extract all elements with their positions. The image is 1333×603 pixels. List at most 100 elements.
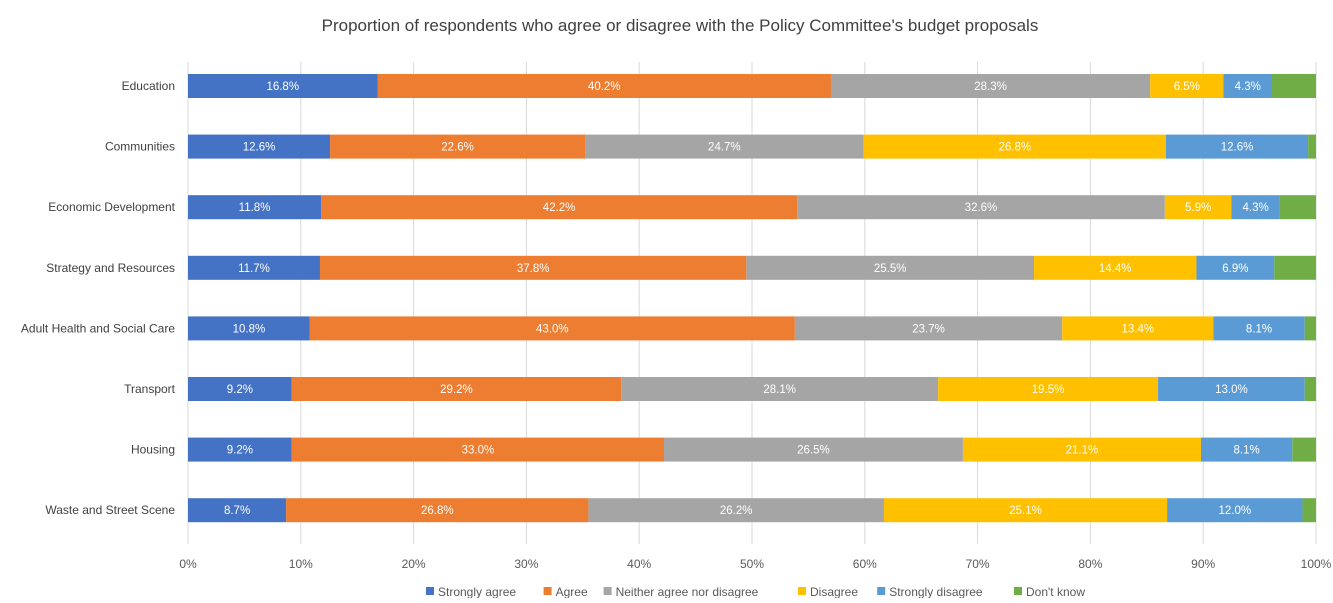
data-label: 13.0% (1215, 384, 1248, 396)
x-axis-ticks: 0% 10% 20% 30% 40% 50% 60% 70% 80% 90% 100% (179, 557, 1331, 571)
bar-segment-agree (377, 74, 831, 98)
bar-segment-strongly-agree (188, 195, 322, 220)
x-tick-label: 90% (1191, 557, 1215, 571)
data-label: 8.1% (1234, 445, 1260, 457)
data-label: 25.1% (1009, 505, 1042, 517)
data-label: 28.3% (974, 81, 1007, 93)
x-tick-label: 30% (514, 557, 538, 571)
legend: Strongly agree Agree Neither agree nor dis… (426, 585, 1085, 599)
category-label-education: Education (122, 79, 175, 93)
category-labels: Education Communities Economic Development… (21, 79, 176, 517)
category-label-waste-and-street-scene: Waste and Street Scene (45, 503, 175, 517)
category-label-transport: Transport (124, 382, 176, 396)
data-label: 10.8% (233, 323, 266, 335)
bar-segment-agree (291, 437, 665, 462)
bar-segment-disagree (962, 437, 1201, 462)
bar-segment-disagree (863, 134, 1166, 159)
bar-segment-disagree (1034, 255, 1197, 280)
data-label: 42.2% (543, 202, 576, 214)
bar-segment-strongly-agree (188, 134, 331, 159)
data-label: 6.5% (1174, 81, 1200, 93)
bar-segment-strongly-agree (188, 377, 292, 401)
x-tick-label: 60% (853, 557, 877, 571)
bar-segment-disagree (938, 377, 1159, 401)
bar-segment-strongly-agree (188, 437, 292, 462)
bar-segment-don-t-know (1302, 498, 1316, 523)
bar-segment-strongly-disagree (1200, 437, 1293, 462)
data-label: 28.1% (763, 384, 796, 396)
legend-swatch-strongly-agree (426, 587, 434, 595)
legend-swatch-disagree (798, 587, 806, 595)
x-tick-label: 100% (1301, 557, 1332, 571)
bar-segment-neither-agree-nor-disagree (588, 498, 884, 523)
bar-segment-strongly-agree (188, 255, 320, 280)
data-label: 24.7% (708, 142, 741, 154)
bar-segment-strongly-agree (188, 74, 378, 98)
legend-swatch-neither-agree-nor-disagree (603, 587, 612, 595)
x-tick-label: 40% (627, 557, 651, 571)
bar-segment-strongly-disagree (1223, 74, 1273, 98)
data-label: 29.2% (440, 384, 473, 396)
data-label: 26.5% (797, 445, 830, 457)
legend-label-don-t-know: Don't know (1026, 585, 1085, 598)
data-label: 40.2% (588, 81, 621, 93)
bar-segment-neither-agree-nor-disagree (664, 437, 963, 462)
x-tick-label: 10% (289, 557, 313, 571)
bar-segment-strongly-disagree (1213, 316, 1305, 341)
bar-segment-neither-agree-nor-disagree (621, 377, 939, 401)
bar-segment-strongly-disagree (1165, 134, 1309, 159)
bar-segment-strongly-agree (188, 498, 287, 523)
x-tick-label: 20% (402, 557, 426, 571)
data-label: 26.8% (999, 142, 1032, 154)
data-label: 9.2% (227, 445, 253, 457)
category-label-adult-health-and-social-care: Adult Health and Social Care (21, 321, 175, 335)
bar-segment-agree (330, 134, 586, 159)
data-label: 19.5% (1032, 384, 1065, 396)
bar-segment-agree (291, 377, 622, 401)
bars: 16.8% 40.2% 28.3% 6.5% 4.3% 12.6% 22.6% 24.7% 26… (188, 74, 1316, 523)
data-label: 6.9% (1222, 263, 1248, 275)
bar-segment-disagree (1062, 316, 1214, 341)
data-label: 37.8% (517, 263, 550, 275)
bar-segment-strongly-disagree (1158, 377, 1305, 401)
bar-segment-strongly-disagree (1196, 255, 1275, 280)
bar-segment-disagree (1164, 195, 1232, 220)
category-label-strategy-and-resources: Strategy and Resources (46, 261, 175, 275)
bar-segment-disagree (1150, 74, 1224, 98)
x-tick-label: 70% (966, 557, 990, 571)
data-label: 12.6% (1221, 142, 1254, 154)
legend-label-strongly-disagree: Strongly disagree (889, 585, 983, 598)
bar-segment-don-t-know (1292, 437, 1316, 462)
data-label: 32.6% (965, 202, 998, 214)
bar-segment-don-t-know (1308, 134, 1316, 159)
bar-segment-don-t-know (1274, 255, 1316, 280)
legend-label-disagree: Disagree (810, 585, 858, 598)
bar-segment-don-t-know (1279, 195, 1316, 220)
data-label: 22.6% (441, 142, 474, 154)
bar-segment-neither-agree-nor-disagree (797, 195, 1165, 220)
legend-label-agree: Agree (556, 585, 588, 598)
legend-swatch-don-t-know (1014, 587, 1022, 595)
data-label: 9.2% (227, 384, 253, 396)
bar-segment-agree (319, 255, 747, 280)
chart-title: Proportion of respondents who agree or d… (322, 16, 1039, 35)
data-label: 8.1% (1246, 323, 1272, 335)
data-label: 26.2% (720, 505, 753, 517)
bar-segment-strongly-disagree (1167, 498, 1303, 523)
legend-swatch-agree (543, 587, 552, 595)
data-label: 8.7% (224, 505, 250, 517)
x-tick-label: 0% (179, 557, 197, 571)
bar-segment-neither-agree-nor-disagree (746, 255, 1034, 280)
category-label-economic-development: Economic Development (48, 200, 175, 214)
bar-segment-disagree (883, 498, 1168, 523)
data-label: 16.8% (266, 81, 299, 93)
data-label: 5.9% (1185, 202, 1211, 214)
legend-label-neither-agree-nor-disagree: Neither agree nor disagree (616, 585, 759, 598)
x-tick-label: 80% (1078, 557, 1102, 571)
bar-segment-agree (309, 316, 795, 341)
bar-segment-don-t-know (1272, 74, 1316, 98)
data-label: 11.7% (238, 263, 270, 275)
category-label-housing: Housing (131, 443, 175, 457)
